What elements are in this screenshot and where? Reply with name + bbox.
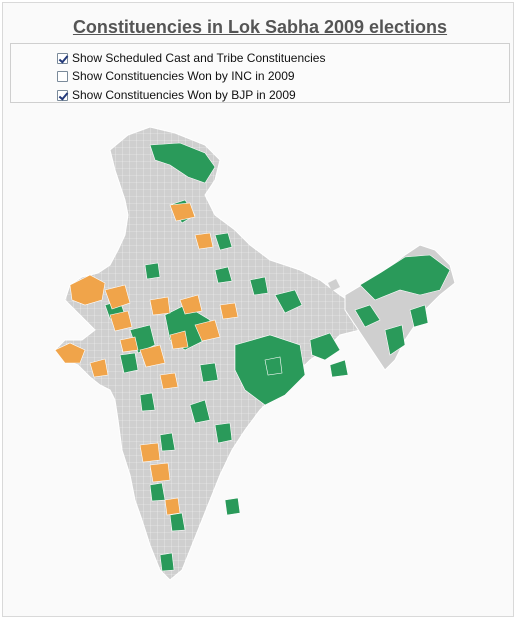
option-inc[interactable]: Show Constituencies Won by INC in 2009 xyxy=(57,68,295,84)
sc-st-label: Show Scheduled Cast and Tribe Constituen… xyxy=(72,51,326,65)
page-title: Constituencies in Lok Sabha 2009 electio… xyxy=(72,17,448,37)
sikkim xyxy=(328,279,340,291)
bjp-checkbox[interactable] xyxy=(57,89,68,101)
sc-st-checkbox[interactable] xyxy=(57,52,68,64)
layer-options: Show Scheduled Cast and Tribe Constituen… xyxy=(10,43,510,103)
bjp-label: Show Constituencies Won by BJP in 2009 xyxy=(72,88,296,102)
bjp-constituencies xyxy=(54,202,239,516)
option-sc-st[interactable]: Show Scheduled Cast and Tribe Constituen… xyxy=(57,50,325,66)
india-map-svg xyxy=(54,126,456,581)
inc-checkbox[interactable] xyxy=(57,70,68,82)
option-bjp[interactable]: Show Constituencies Won by BJP in 2009 xyxy=(57,87,296,103)
india-mainland-texture xyxy=(55,127,365,580)
india-map[interactable] xyxy=(10,105,510,610)
inc-label: Show Constituencies Won by INC in 2009 xyxy=(72,69,295,83)
